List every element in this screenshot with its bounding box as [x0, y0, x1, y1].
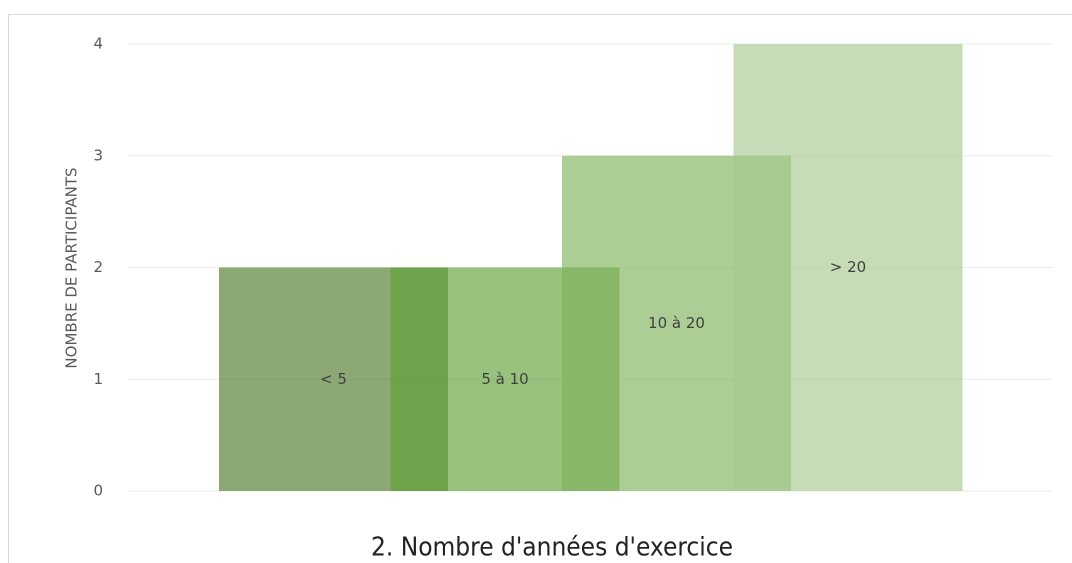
- bar-label: > 20: [830, 258, 866, 276]
- bar-label: < 5: [320, 370, 347, 388]
- chart-title: 2. Nombre d'années d'exercice: [371, 533, 733, 563]
- bar-label: 10 à 20: [648, 314, 705, 332]
- y-tick-label: 0: [93, 482, 103, 500]
- y-tick-label: 1: [93, 370, 103, 388]
- bar-label: 5 à 10: [481, 370, 528, 388]
- bar: [733, 44, 963, 491]
- y-tick-label: 4: [93, 35, 103, 53]
- y-tick-label: 3: [93, 146, 103, 164]
- y-tick-label: 2: [93, 258, 103, 276]
- chart-frame: [8, 14, 1072, 563]
- y-axis-label: NOMBRE DE PARTICIPANTS: [63, 167, 81, 368]
